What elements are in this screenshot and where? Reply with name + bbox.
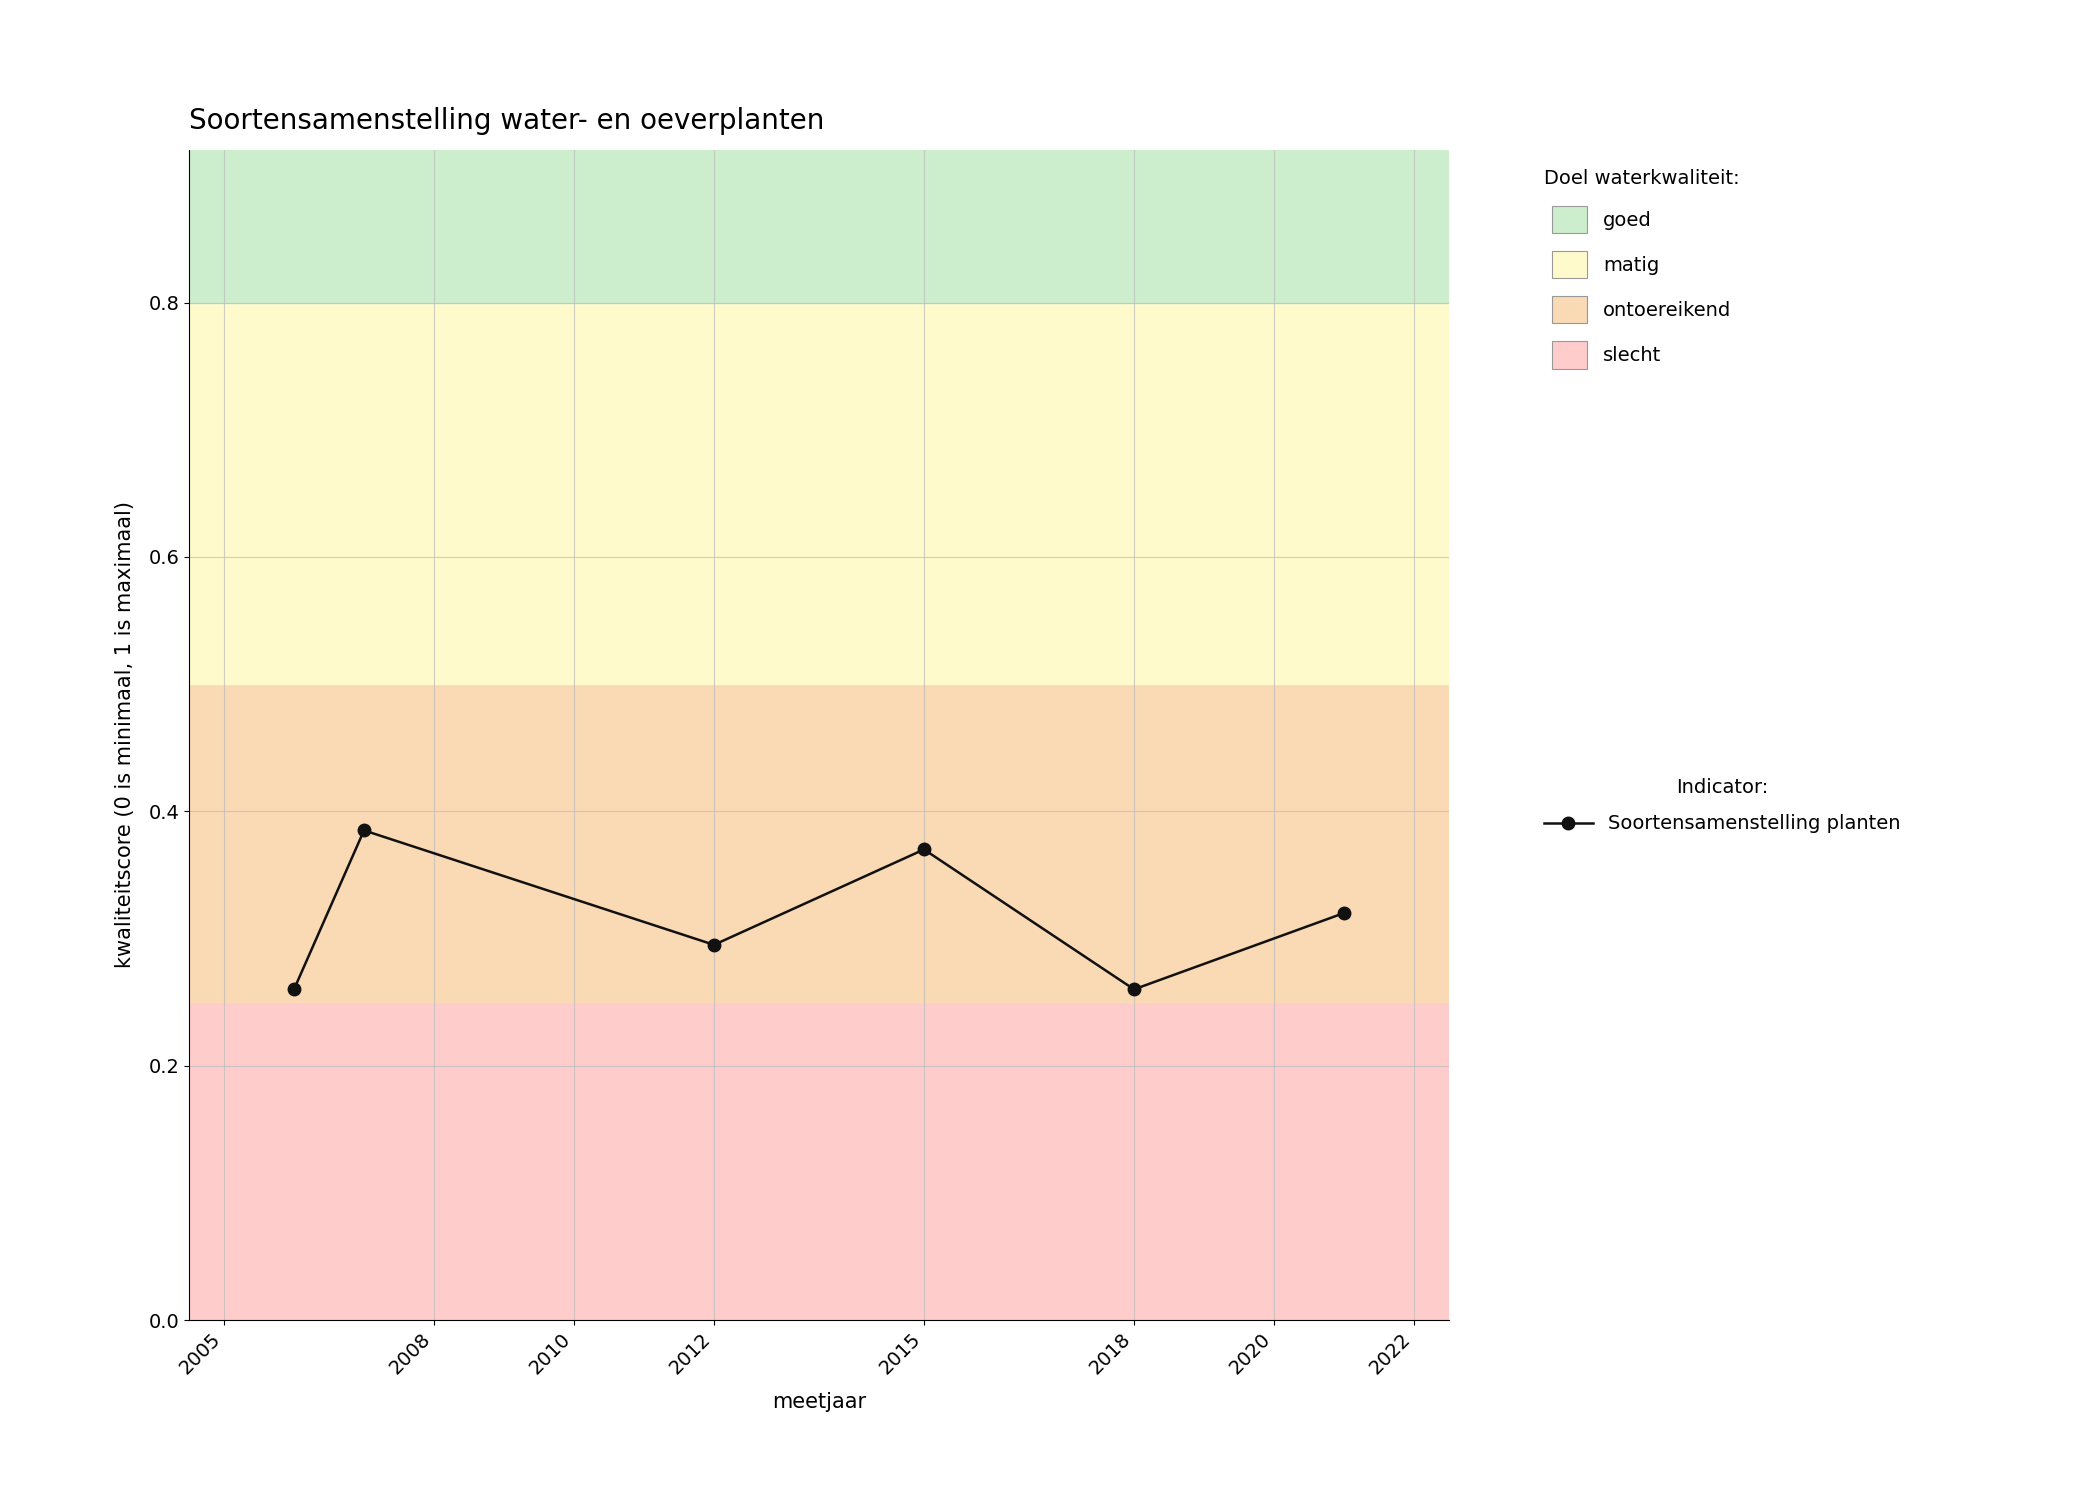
Bar: [189, 303, 1449, 684]
Bar: [189, 1002, 1449, 1320]
Bar: [189, 150, 1449, 303]
Text: Soortensamenstelling water- en oeverplanten: Soortensamenstelling water- en oeverplan…: [189, 106, 825, 135]
X-axis label: meetjaar: meetjaar: [773, 1392, 865, 1411]
Legend: Soortensamenstelling planten: Soortensamenstelling planten: [1535, 768, 1911, 843]
Y-axis label: kwaliteitscore (0 is minimaal, 1 is maximaal): kwaliteitscore (0 is minimaal, 1 is maxi…: [116, 501, 134, 969]
Bar: [189, 684, 1449, 1002]
